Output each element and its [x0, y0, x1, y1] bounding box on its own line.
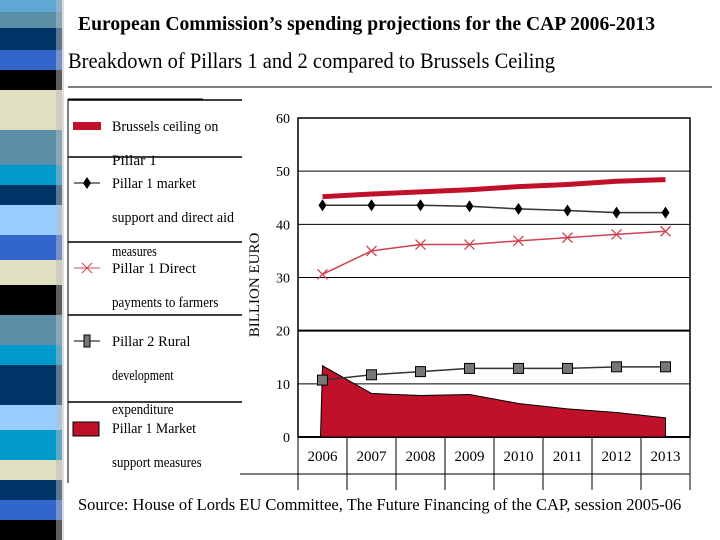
stripe-band: [0, 12, 62, 28]
square-marker: [83, 334, 91, 348]
series-line: [322, 204, 666, 214]
cross-marker: [415, 239, 426, 250]
stripe-band: [0, 480, 62, 500]
stripe-band: [0, 70, 62, 90]
stripe-band: [0, 285, 62, 315]
diamond-marker: [416, 199, 425, 212]
stripe-band: [0, 130, 62, 165]
legend-label: support and direct aid: [112, 210, 234, 226]
y-tick-label: 30: [276, 272, 290, 287]
legend-label: payments to farmers: [112, 295, 219, 311]
legend-label: Pillar 1 Market: [112, 421, 197, 437]
cross-marker: [81, 262, 93, 274]
x-tick-label: 2008: [406, 449, 436, 465]
x-tick-label: 2011: [553, 449, 582, 465]
cross-marker: [562, 232, 573, 244]
stripe-band: [0, 50, 62, 70]
legend-label: support measures: [112, 455, 202, 471]
cross-marker: [611, 228, 622, 240]
x-tick-label: 2007: [357, 449, 388, 465]
cross-marker: [660, 225, 671, 237]
y-tick-label: 40: [276, 218, 290, 233]
stripe-band: [0, 460, 62, 480]
legend-label: expenditure: [112, 402, 174, 418]
x-tick-label: 2010: [504, 449, 534, 465]
cross-marker: [317, 268, 328, 280]
square-marker: [660, 361, 671, 373]
stripe-band: [0, 185, 62, 205]
x-tick-label: 2013: [651, 449, 681, 465]
stripe-band: [0, 0, 62, 12]
legend-label: Pillar 1 Direct: [112, 261, 197, 277]
series-line: [322, 177, 666, 200]
square-marker: [513, 362, 524, 374]
stripe-band: [0, 430, 62, 460]
stripe-band: [0, 365, 62, 405]
legend-label: Brussels ceiling on: [112, 119, 219, 135]
legend-label: Pillar 1 market: [112, 176, 197, 192]
cross-marker: [464, 239, 475, 250]
square-marker: [464, 362, 475, 374]
diamond-marker: [367, 199, 376, 212]
stripe-band: [0, 315, 62, 345]
series-line: [322, 230, 666, 275]
stripe-band: [0, 90, 62, 130]
square-marker: [366, 369, 377, 381]
y-tick-label: 0: [283, 431, 290, 446]
cross-marker: [366, 245, 377, 257]
legend-swatch: [73, 122, 101, 130]
cross-marker: [513, 235, 524, 247]
diamond-marker: [563, 204, 572, 217]
x-tick-label: 2006: [308, 449, 339, 465]
stripe-band: [0, 260, 62, 285]
stripe-band: [0, 345, 62, 365]
diamond-marker: [661, 206, 670, 219]
stripe-band: [0, 520, 62, 540]
stripe-band: [0, 500, 62, 520]
y-tick-label: 20: [276, 325, 290, 340]
legend-label: Pillar 1: [112, 153, 157, 169]
stripe-band: [0, 28, 62, 50]
legend-label: Pillar 2 Rural: [112, 334, 190, 350]
stripe-band: [0, 165, 62, 185]
square-marker: [611, 361, 622, 373]
square-marker: [562, 362, 573, 374]
diamond-marker: [514, 202, 523, 215]
diamond-marker: [318, 199, 327, 212]
legend-label: measures: [112, 244, 157, 260]
x-tick-label: 2012: [602, 449, 632, 465]
series-area-market-support: [319, 364, 666, 438]
stripe-band: [0, 205, 62, 235]
decorative-stripe: [0, 0, 64, 540]
slide-subtitle: Breakdown of Pillars 1 and 2 compared to…: [68, 48, 555, 73]
y-axis-label: BILLION EURO: [247, 233, 263, 338]
plot-area: 0 10 20 30 40 50 60 2006 2007 2008 2009 2010 2011 201…: [240, 112, 691, 490]
diamond-marker: [465, 200, 474, 213]
y-tick-label: 10: [276, 378, 290, 393]
slide-title: European Commission’s spending projectio…: [78, 13, 655, 35]
legend-swatch: [72, 421, 100, 437]
square-marker: [317, 374, 328, 386]
y-tick-label: 50: [276, 165, 290, 180]
source-note: Source: House of Lords EU Committee, The…: [78, 494, 708, 516]
x-tick-label: 2009: [455, 449, 485, 465]
diamond-marker: [612, 206, 621, 219]
legend: Brussels ceiling on Pillar 1 Pillar 1 mark…: [67, 98, 242, 483]
series-line: [322, 366, 666, 381]
diamond-marker: [83, 177, 91, 189]
square-marker: [415, 366, 426, 378]
stripe-band: [0, 235, 62, 260]
stripe-shadow: [56, 0, 64, 540]
legend-label: development: [112, 368, 174, 384]
stripe-band: [0, 405, 62, 430]
y-tick-label: 60: [276, 112, 290, 127]
